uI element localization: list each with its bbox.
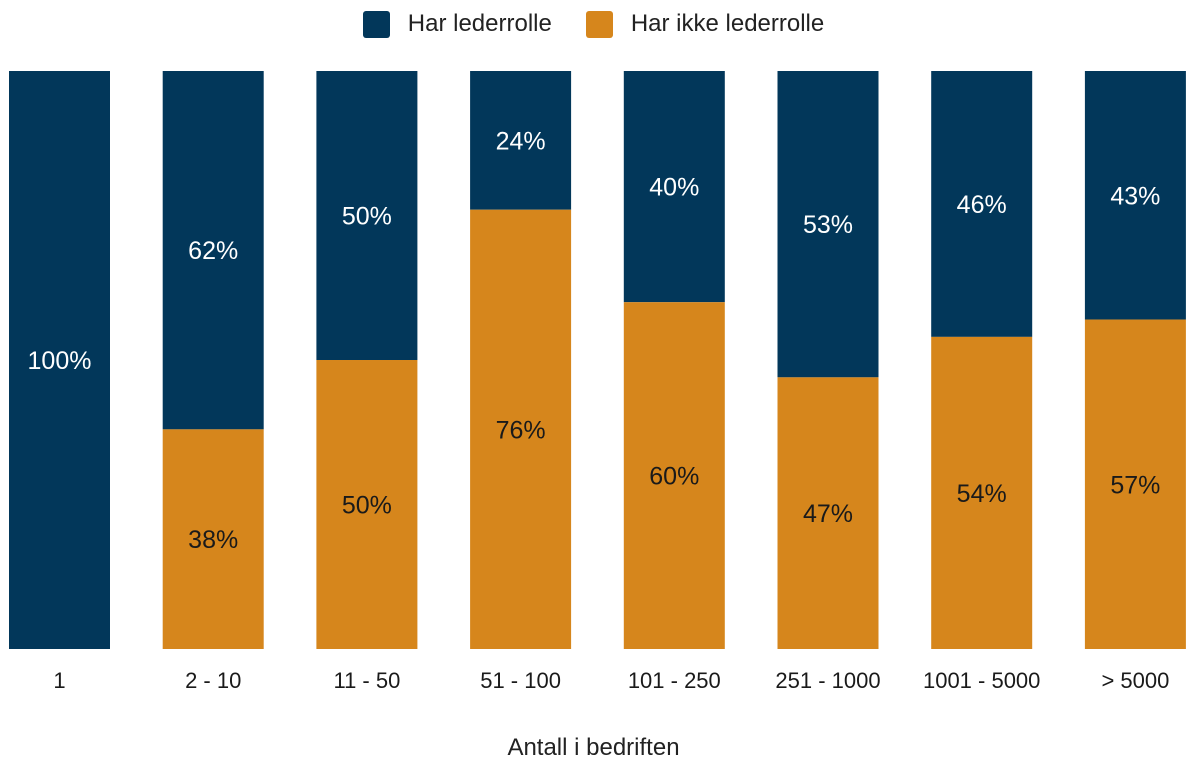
data-label-har-lederrolle-2: 50% [342, 203, 392, 231]
x-tick-label-0: 1 [53, 668, 65, 693]
data-label-har-ikke-lederrolle-3: 76% [496, 416, 546, 444]
data-label-har-lederrolle-5: 53% [803, 211, 853, 239]
data-label-har-lederrolle-3: 24% [496, 127, 546, 155]
bar-segment-har-ikke-lederrolle-1 [162, 429, 264, 649]
data-label-har-lederrolle-0: 100% [28, 347, 92, 375]
x-tick-label-4: 101 - 250 [628, 668, 721, 693]
bar-segment-har-lederrolle-1 [162, 71, 264, 430]
legend-swatch-har-lederrolle [362, 10, 390, 38]
x-tick-label-3: 51 - 100 [480, 668, 561, 693]
data-label-har-ikke-lederrolle-2: 50% [342, 492, 392, 520]
data-label-har-ikke-lederrolle-6: 54% [957, 480, 1007, 508]
bar-segment-har-ikke-lederrolle-5 [777, 377, 879, 649]
bar-segment-har-lederrolle-0 [9, 71, 110, 649]
bar-segment-har-lederrolle-2 [316, 71, 418, 360]
x-tick-label-7: > 5000 [1101, 668, 1169, 693]
x-tick-label-6: 1001 - 5000 [923, 668, 1040, 693]
bar-segment-har-ikke-lederrolle-6 [931, 336, 1033, 649]
data-label-har-ikke-lederrolle-1: 38% [188, 526, 238, 554]
legend-item-har-ikke-lederrolle: Har ikke lederrolle [585, 10, 825, 38]
bar-segment-har-ikke-lederrolle-4 [623, 302, 725, 649]
x-tick-label-1: 2 - 10 [185, 668, 241, 693]
legend-swatch-har-ikke-lederrolle [585, 10, 613, 38]
data-label-har-lederrolle-1: 62% [188, 237, 238, 265]
x-tick-label-2: 11 - 50 [333, 668, 400, 693]
legend-item-har-lederrolle: Har lederrolle [362, 10, 552, 38]
legend-label-har-ikke-lederrolle: Har ikke lederrolle [630, 10, 825, 37]
bar-segment-har-ikke-lederrolle-3 [470, 209, 572, 649]
bar-segment-har-ikke-lederrolle-2 [316, 360, 418, 649]
data-label-har-ikke-lederrolle-5: 47% [803, 500, 853, 528]
legend: Har lederrolle Har ikke lederrolle [0, 10, 1187, 38]
data-label-har-ikke-lederrolle-7: 57% [1110, 471, 1160, 499]
bar-segment-har-lederrolle-6 [931, 71, 1033, 337]
x-tick-label-5: 251 - 1000 [775, 668, 880, 693]
legend-label-har-lederrolle: Har lederrolle [407, 10, 552, 37]
data-label-har-ikke-lederrolle-4: 60% [649, 463, 699, 491]
data-label-har-lederrolle-4: 40% [649, 174, 699, 202]
bar-segment-har-ikke-lederrolle-7 [1084, 319, 1186, 649]
data-label-har-lederrolle-7: 43% [1110, 182, 1160, 210]
bar-segment-har-lederrolle-5 [777, 71, 879, 378]
bar-segment-har-lederrolle-3 [470, 71, 572, 210]
bar-segment-har-lederrolle-7 [1084, 71, 1186, 320]
data-label-har-lederrolle-6: 46% [957, 191, 1007, 219]
bar-segment-har-lederrolle-4 [623, 71, 725, 303]
x-axis-title: Antall i bedriften [507, 734, 680, 761]
